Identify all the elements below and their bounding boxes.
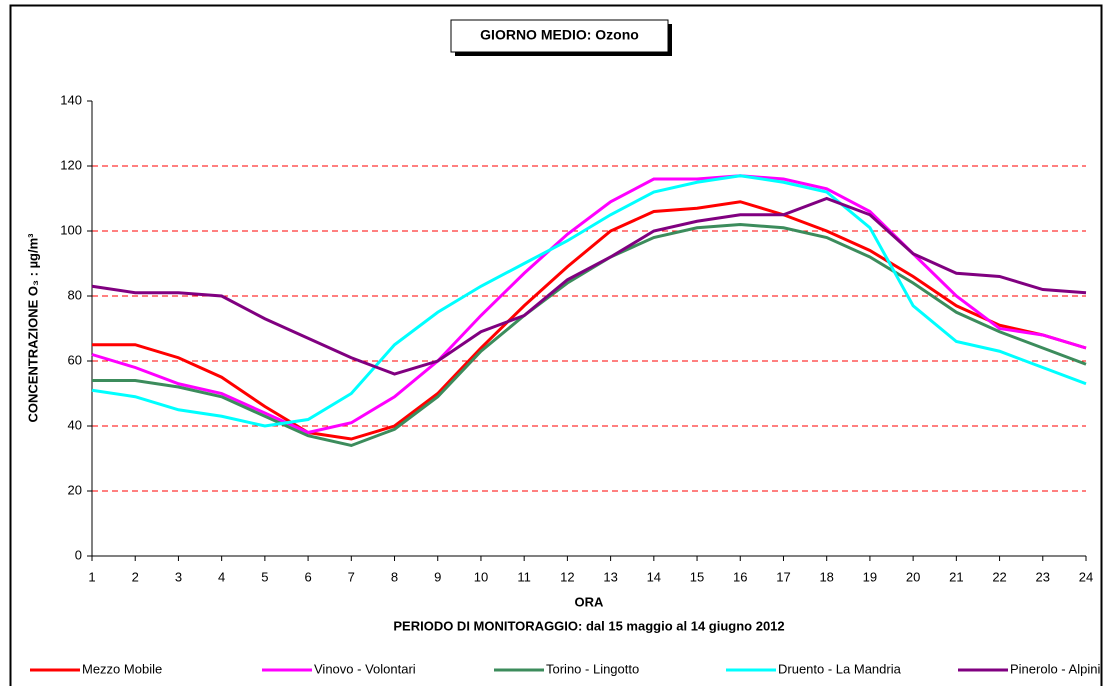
x-tick-label: 22: [992, 569, 1006, 584]
x-tick-label: 19: [863, 569, 877, 584]
x-tick-label: 13: [603, 569, 617, 584]
x-tick-label: 16: [733, 569, 747, 584]
x-axis-label: ORA: [575, 594, 605, 609]
x-tick-label: 9: [434, 569, 441, 584]
y-axis-label: CONCENTRAZIONE O₃ : µg/m³: [25, 233, 40, 423]
x-tick-label: 10: [474, 569, 488, 584]
x-tick-label: 17: [776, 569, 790, 584]
legend-label: Torino - Lingotto: [546, 661, 639, 676]
x-tick-label: 7: [348, 569, 355, 584]
y-tick-label: 80: [68, 287, 82, 302]
x-tick-label: 20: [906, 569, 920, 584]
y-tick-label: 120: [60, 157, 82, 172]
chart-title: GIORNO MEDIO: Ozono: [480, 27, 639, 43]
series-line: [91, 174, 1087, 435]
x-tick-label: 5: [261, 569, 268, 584]
y-tick-label: 40: [68, 417, 82, 432]
x-tick-label: 14: [647, 569, 661, 584]
y-tick-label: 100: [60, 222, 82, 237]
x-tick-label: 24: [1079, 569, 1093, 584]
x-tick-label: 4: [218, 569, 225, 584]
x-tick-label: 12: [560, 569, 574, 584]
x-tick-label: 15: [690, 569, 704, 584]
legend-label: Mezzo Mobile: [82, 661, 162, 676]
x-axis-sublabel: PERIODO DI MONITORAGGIO: dal 15 maggio a…: [393, 618, 784, 633]
title-box: [450, 19, 669, 53]
x-tick-label: 6: [304, 569, 311, 584]
y-tick-label: 140: [60, 92, 82, 107]
y-tick-label: 0: [75, 547, 82, 562]
x-tick-label: 8: [391, 569, 398, 584]
x-tick-label: 18: [819, 569, 833, 584]
y-tick-label: 60: [68, 352, 82, 367]
legend-label: Vinovo - Volontari: [314, 661, 416, 676]
x-tick-label: 11: [517, 569, 531, 584]
y-tick-label: 20: [68, 482, 82, 497]
series-line: [91, 196, 1087, 376]
chart-frame: [9, 4, 1103, 686]
x-tick-label: 2: [132, 569, 139, 584]
legend-label: Pinerolo - Alpini: [1010, 661, 1100, 676]
legend-label: Druento - La Mandria: [778, 661, 902, 676]
series-line: [92, 200, 1087, 441]
x-tick-label: 21: [949, 569, 963, 584]
x-tick-label: 1: [88, 569, 95, 584]
series-line: [91, 174, 1087, 428]
x-tick-label: 3: [175, 569, 182, 584]
x-tick-label: 23: [1036, 569, 1050, 584]
